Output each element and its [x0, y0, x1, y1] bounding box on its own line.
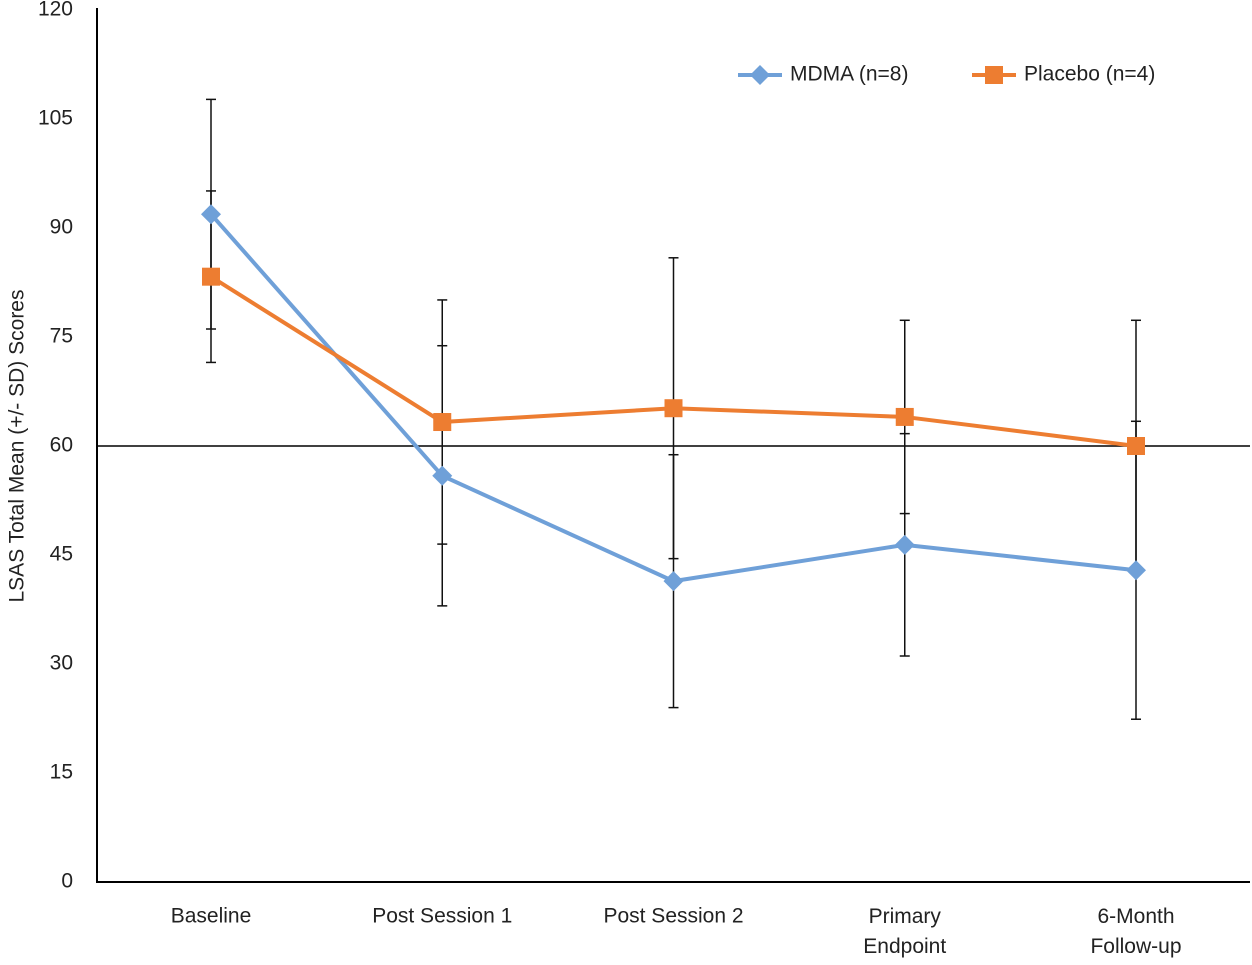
x-tick-label: Baseline — [171, 905, 252, 928]
x-tick-label: Primary Endpoint — [863, 905, 946, 958]
x-tick-label: Post Session 2 — [603, 905, 743, 928]
data-point — [1126, 560, 1146, 581]
y-tick-label: 120 — [38, 0, 73, 21]
data-point — [432, 465, 453, 486]
y-tick-label: 105 — [38, 107, 73, 130]
data-point — [1127, 437, 1145, 455]
legend-label: MDMA (n=8) — [790, 63, 908, 86]
y-tick-label: 15 — [50, 761, 73, 784]
y-tick-label: 75 — [50, 325, 73, 348]
y-tick-label: 0 — [61, 870, 73, 893]
y-axis-label: LSAS Total Mean (+/- SD) Scores — [6, 290, 29, 603]
legend-marker — [750, 65, 770, 85]
data-point — [663, 571, 684, 592]
legend-marker — [985, 66, 1003, 84]
y-tick-label: 90 — [50, 216, 73, 239]
data-point — [894, 534, 915, 555]
x-tick-label: 6-Month Follow-up — [1090, 905, 1181, 958]
data-point — [202, 267, 220, 286]
y-tick-label: 60 — [50, 434, 73, 457]
data-point — [895, 407, 914, 426]
data-point — [201, 204, 221, 225]
legend-label: Placebo (n=4) — [1024, 63, 1155, 86]
y-tick-label: 30 — [50, 652, 73, 675]
x-tick-label: Post Session 1 — [372, 905, 512, 928]
data-point — [433, 413, 452, 432]
y-tick-label: 45 — [50, 543, 73, 566]
data-point — [664, 399, 683, 418]
